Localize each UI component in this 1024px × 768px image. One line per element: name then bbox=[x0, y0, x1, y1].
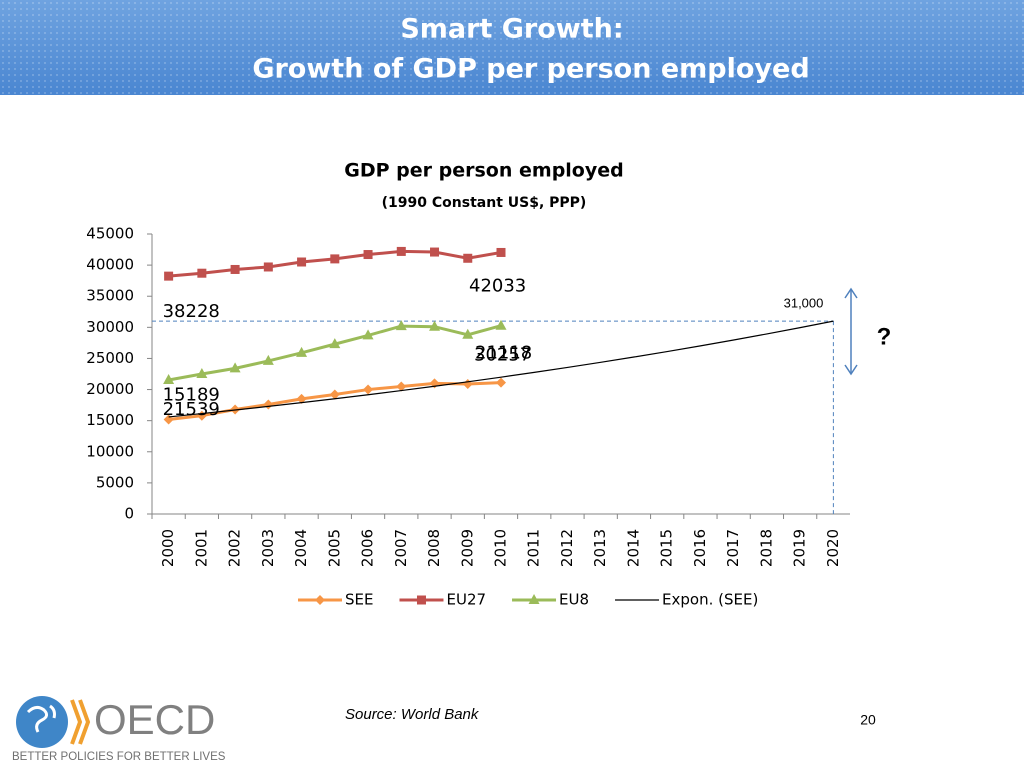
data-label: 42033 bbox=[469, 275, 526, 296]
marker bbox=[462, 378, 473, 389]
marker bbox=[163, 373, 175, 384]
x-tick-label: 2003 bbox=[259, 529, 277, 567]
marker bbox=[297, 257, 307, 267]
marker bbox=[263, 262, 273, 272]
y-tick-label: 20000 bbox=[86, 380, 134, 398]
data-label: 30257 bbox=[474, 345, 531, 366]
legend-label: Expon. (SEE) bbox=[662, 591, 758, 609]
marker bbox=[416, 595, 426, 605]
x-tick-label: 2012 bbox=[558, 529, 576, 567]
marker bbox=[362, 329, 374, 340]
y-tick-label: 5000 bbox=[96, 473, 134, 491]
marker bbox=[229, 362, 241, 373]
y-tick-label: 45000 bbox=[86, 225, 134, 243]
x-tick-label: 2008 bbox=[425, 529, 443, 567]
marker bbox=[262, 354, 274, 365]
header-pattern bbox=[0, 0, 1024, 95]
gap-arrowheads bbox=[844, 287, 858, 376]
x-tick-label: 2005 bbox=[325, 529, 343, 567]
data-label: 15189 bbox=[163, 384, 220, 405]
x-tick-label: 2009 bbox=[458, 529, 476, 567]
x-tick-label: 2014 bbox=[624, 529, 642, 567]
marker bbox=[363, 384, 374, 395]
marker bbox=[429, 320, 441, 331]
marker bbox=[462, 328, 474, 339]
x-tick-label: 2017 bbox=[724, 529, 742, 567]
x-tick-label: 2018 bbox=[757, 529, 775, 567]
x-tick-label: 2010 bbox=[492, 529, 510, 567]
marker bbox=[263, 399, 274, 410]
x-tick-label: 2000 bbox=[159, 529, 177, 567]
marker bbox=[197, 268, 207, 278]
chart-title: GDP per person employed bbox=[344, 160, 623, 182]
x-tick-label: 2019 bbox=[791, 529, 809, 567]
marker bbox=[329, 338, 341, 349]
marker bbox=[196, 368, 208, 378]
gap-annotation: ? bbox=[877, 323, 892, 350]
marker bbox=[296, 393, 307, 404]
x-tick-label: 2002 bbox=[226, 529, 244, 567]
series-line bbox=[168, 324, 502, 382]
legend-label: EU8 bbox=[559, 591, 589, 609]
legend-label: SEE bbox=[345, 591, 373, 609]
marker bbox=[463, 253, 473, 263]
x-tick-label: 2004 bbox=[292, 529, 310, 567]
series-line bbox=[168, 320, 834, 418]
marker bbox=[164, 271, 174, 281]
logo-globe bbox=[16, 696, 68, 748]
logo-tagline: BETTER POLICIES FOR BETTER LIVES bbox=[12, 751, 226, 763]
x-tick-label: 2011 bbox=[525, 529, 543, 567]
page-number: 20 bbox=[860, 712, 876, 728]
x-tick-label: 2006 bbox=[359, 529, 377, 567]
marker bbox=[396, 246, 406, 256]
data-label: 21118 bbox=[475, 343, 532, 364]
slide-title: Growth of GDP per person employed bbox=[252, 54, 809, 85]
x-tick-label: 2013 bbox=[591, 529, 609, 567]
logo-continents bbox=[26, 704, 56, 733]
marker bbox=[430, 247, 440, 257]
data-label: 21539 bbox=[163, 399, 220, 420]
slide-title: Smart Growth: bbox=[400, 14, 623, 45]
marker bbox=[363, 250, 373, 260]
y-tick-label: 0 bbox=[124, 505, 134, 523]
x-tick-label: 2001 bbox=[192, 529, 210, 567]
logo-name: OECD bbox=[94, 696, 215, 743]
y-tick-label: 10000 bbox=[86, 442, 134, 460]
y-tick-label: 25000 bbox=[86, 349, 134, 367]
marker bbox=[396, 381, 407, 392]
reference-label: 31,000 bbox=[784, 296, 824, 311]
legend-label: EU27 bbox=[446, 591, 486, 609]
marker bbox=[528, 594, 540, 604]
marker bbox=[315, 595, 325, 605]
marker bbox=[496, 377, 506, 388]
x-tick-label: 2016 bbox=[691, 529, 709, 567]
y-tick-label: 15000 bbox=[86, 411, 134, 429]
x-tick-label: 2015 bbox=[658, 529, 676, 567]
marker bbox=[329, 389, 340, 400]
y-tick-label: 30000 bbox=[86, 318, 134, 336]
marker bbox=[395, 320, 407, 331]
marker bbox=[296, 346, 308, 357]
x-tick-label: 2020 bbox=[824, 529, 842, 567]
marker bbox=[330, 254, 340, 264]
chart-subtitle: (1990 Constant US$, PPP) bbox=[382, 195, 587, 211]
y-tick-label: 35000 bbox=[86, 287, 134, 305]
data-label: 38228 bbox=[163, 301, 220, 322]
source: Source: World Bank bbox=[345, 706, 480, 723]
y-tick-label: 40000 bbox=[86, 256, 134, 274]
marker bbox=[496, 247, 506, 257]
marker bbox=[495, 319, 507, 330]
marker bbox=[230, 264, 240, 274]
logo-chevrons bbox=[70, 699, 91, 745]
x-tick-label: 2007 bbox=[392, 529, 410, 567]
